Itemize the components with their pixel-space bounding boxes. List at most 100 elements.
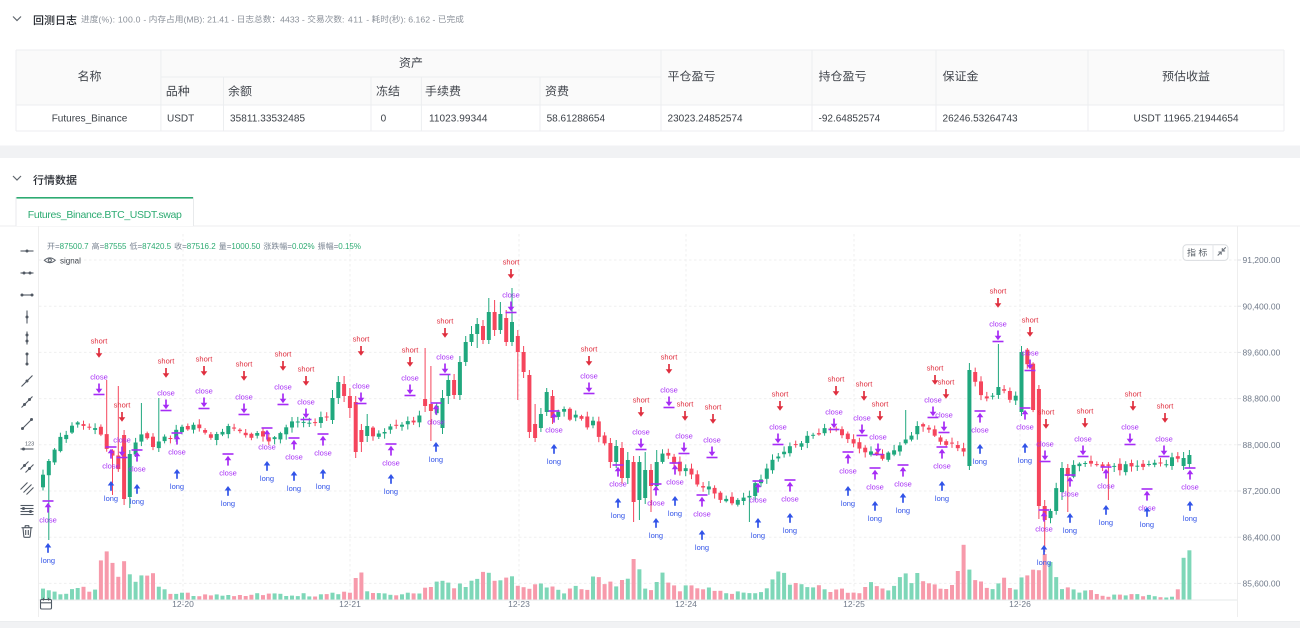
svg-text:long: long [316,482,330,491]
svg-text:close: close [157,389,175,398]
svg-text:90,400.00: 90,400.00 [1243,301,1281,311]
svg-text:58.61288654: 58.61288654 [547,114,606,125]
svg-text:close: close [168,448,186,457]
svg-text:short: short [828,375,846,384]
svg-text:23023.24852574: 23023.24852574 [668,114,744,125]
svg-text:short: short [1038,408,1056,417]
svg-text:short: short [633,396,651,405]
svg-text:close: close [195,387,213,396]
svg-text:close: close [113,436,131,445]
svg-text:12-20: 12-20 [172,599,194,609]
svg-text:12-26: 12-26 [1009,599,1031,609]
svg-text:close: close [436,353,454,362]
svg-text:-92.64852574: -92.64852574 [819,114,881,125]
svg-text:Futures_Binance.BTC_USDT.swap: Futures_Binance.BTC_USDT.swap [28,209,182,221]
svg-text:long: long [668,509,682,518]
svg-text:close: close [1121,423,1139,432]
svg-text:: 411 -: : 411 - [342,14,369,24]
svg-text:short: short [705,403,723,412]
svg-text:long: long [751,531,765,540]
svg-text:close: close [102,462,120,471]
svg-text:close: close [1061,490,1079,499]
svg-text:close: close [666,478,684,487]
svg-text:35811.33532485: 35811.33532485 [230,114,306,125]
svg-text:87420.5: 87420.5 [142,242,171,251]
svg-text:1000.50: 1000.50 [231,242,260,251]
svg-text:long: long [170,482,184,491]
svg-text:long: long [1183,514,1197,523]
svg-text:short: short [581,345,599,354]
svg-text:long: long [429,455,443,464]
svg-text:long: long [611,511,625,520]
svg-text:short: short [91,337,109,346]
svg-text:close: close [352,382,370,391]
svg-text:=: = [100,242,105,251]
svg-text:=: = [55,242,60,251]
svg-text:close: close [1097,482,1115,491]
svg-text:long: long [973,457,987,466]
svg-text:Futures_Binance: Futures_Binance [52,114,128,125]
svg-text:=: = [227,242,232,251]
svg-text:12-21: 12-21 [339,599,361,609]
svg-text:11023.99344: 11023.99344 [429,114,488,125]
svg-text:short: short [927,364,945,373]
svg-text:close: close [660,386,678,395]
svg-text:long: long [896,506,910,515]
svg-text:close: close [39,516,57,525]
svg-text:0: 0 [381,114,387,125]
svg-text:close: close [675,432,693,441]
svg-text:close: close [769,423,787,432]
svg-text:(%): 100.0 -: (%): 100.0 - [98,14,146,24]
svg-text:close: close [1155,435,1173,444]
svg-text:long: long [287,484,301,493]
svg-text:close: close [894,480,912,489]
svg-text:close: close [749,496,767,505]
svg-text:close: close [1181,483,1199,492]
svg-text:signal: signal [60,257,81,266]
svg-text:long: long [130,497,144,506]
svg-text:87500.7: 87500.7 [60,242,89,251]
svg-text:close: close [853,414,871,423]
svg-text:short: short [1022,316,1040,325]
svg-text:long: long [260,474,274,483]
svg-text:close: close [839,467,857,476]
svg-text:short: short [298,365,316,374]
svg-text:close: close [235,393,253,402]
svg-text:85,600.00: 85,600.00 [1243,579,1281,589]
svg-text:long: long [1063,526,1077,535]
svg-text:88,800.00: 88,800.00 [1243,394,1281,404]
svg-text:long: long [841,499,855,508]
svg-text:long: long [695,543,709,552]
svg-text:close: close [427,418,445,427]
svg-text:26246.53264743: 26246.53264743 [943,114,1019,125]
svg-text:close: close [502,291,520,300]
svg-text:close: close [703,436,721,445]
svg-text:0.02%: 0.02% [292,242,315,251]
svg-text:close: close [609,480,627,489]
svg-text:long: long [1037,558,1051,567]
svg-text:close: close [1036,440,1054,449]
svg-text:12-23: 12-23 [508,599,530,609]
svg-text:close: close [971,426,989,435]
svg-text:short: short [1125,390,1143,399]
svg-text:short: short [938,378,956,387]
svg-text:short: short [236,360,254,369]
svg-text:close: close [647,499,665,508]
svg-text:close: close [128,465,146,474]
svg-text:short: short [872,400,890,409]
svg-text:=: = [138,242,143,251]
svg-text:close: close [935,411,953,420]
svg-text:long: long [783,526,797,535]
svg-text:12-25: 12-25 [843,599,865,609]
svg-text:close: close [285,453,303,462]
svg-text:close: close [219,469,237,478]
svg-text:(: ( [389,14,392,24]
svg-text:87516.2: 87516.2 [187,242,216,251]
svg-text:USDT: USDT [167,114,194,125]
svg-text:close: close [1016,423,1034,432]
svg-text:long: long [104,494,118,503]
svg-text:short: short [275,350,293,359]
svg-text:long: long [41,556,55,565]
svg-text:87,200.00: 87,200.00 [1243,486,1281,496]
svg-text:=: = [334,242,339,251]
